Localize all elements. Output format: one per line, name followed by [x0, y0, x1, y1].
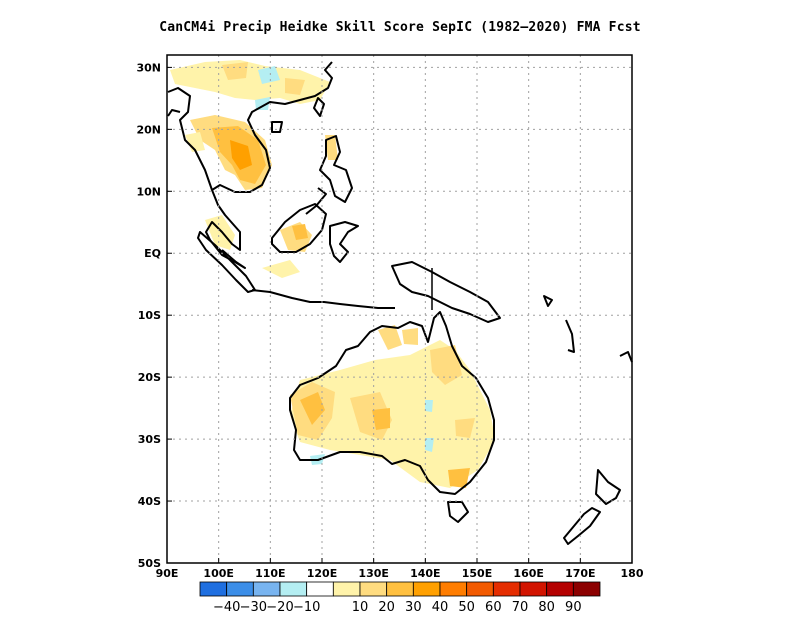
skill-shading — [170, 60, 495, 488]
y-tick-label: 20N — [136, 123, 161, 136]
y-tick-label: 30N — [136, 61, 161, 74]
y-tick-label: 40S — [138, 495, 161, 508]
colorbar-swatch — [252, 581, 281, 597]
x-tick-label: 120E — [307, 567, 337, 580]
colorbar-label: −30 — [240, 600, 267, 615]
colorbar-label: 80 — [538, 600, 555, 615]
map-title: CanCM4i Precip Heidke Skill Score SepIC … — [159, 20, 641, 35]
x-tick-label: 160E — [513, 567, 543, 580]
x-tick-label: 170E — [565, 567, 595, 580]
colorbar-swatch — [279, 581, 308, 597]
x-tick-label: 130E — [358, 567, 388, 580]
colorbar-swatch — [306, 581, 334, 597]
y-tick-label: 30S — [138, 433, 161, 446]
x-tick-label: 180 — [621, 567, 644, 580]
y-tick-label: EQ — [144, 247, 161, 260]
y-tick-label: 50S — [138, 557, 161, 570]
colorbar-label: 50 — [458, 600, 475, 615]
colorbar-label: −10 — [293, 600, 320, 615]
colorbar-swatch — [412, 581, 441, 597]
y-tick-label: 10S — [138, 309, 161, 322]
x-tick-label: 150E — [462, 567, 492, 580]
x-tick-label: 100E — [203, 567, 233, 580]
colorbar-swatch — [332, 581, 361, 597]
colorbar-label: 40 — [432, 600, 449, 615]
colorbar-swatch — [546, 581, 574, 597]
colorbar-label: 90 — [565, 600, 582, 615]
coastline — [167, 61, 633, 545]
map-frame — [166, 54, 633, 564]
colorbar-swatch — [439, 581, 468, 597]
colorbar-label: 10 — [352, 600, 369, 615]
colorbar-swatch — [226, 581, 254, 597]
colorbar-swatch — [519, 581, 548, 597]
colorbar-swatch — [386, 581, 414, 597]
x-tick-label: 90E — [156, 567, 179, 580]
colorbar-label: 20 — [378, 600, 395, 615]
y-tick-label: 10N — [136, 185, 161, 198]
x-tick-label: 110E — [255, 567, 285, 580]
y-tick-label: 20S — [138, 371, 161, 384]
colorbar-swatch — [359, 581, 388, 597]
colorbar-swatch — [572, 581, 601, 597]
x-axis-ticks: 90E 100E 110E 120E 130E 140E 150E 160E 170E 180 — [156, 558, 644, 580]
colorbar-label: 30 — [405, 600, 422, 615]
colorbar-label: 60 — [485, 600, 502, 615]
colorbar-label: −20 — [266, 600, 293, 615]
y-axis-ticks: 30N 20N 10N EQ 10S 20S 30S 40S 50S — [136, 61, 172, 570]
colorbar-swatch — [199, 581, 228, 597]
colorbar-swatch — [466, 581, 494, 597]
colorbar-label: −40 — [213, 600, 240, 615]
colorbar-swatch — [492, 581, 521, 597]
grid-lines — [167, 55, 632, 563]
x-tick-label: 140E — [410, 567, 440, 580]
colorbar-label: 70 — [512, 600, 529, 615]
colorbar: −40 −30 −20 −10 10 20 30 40 50 60 70 80 90 — [199, 581, 601, 615]
